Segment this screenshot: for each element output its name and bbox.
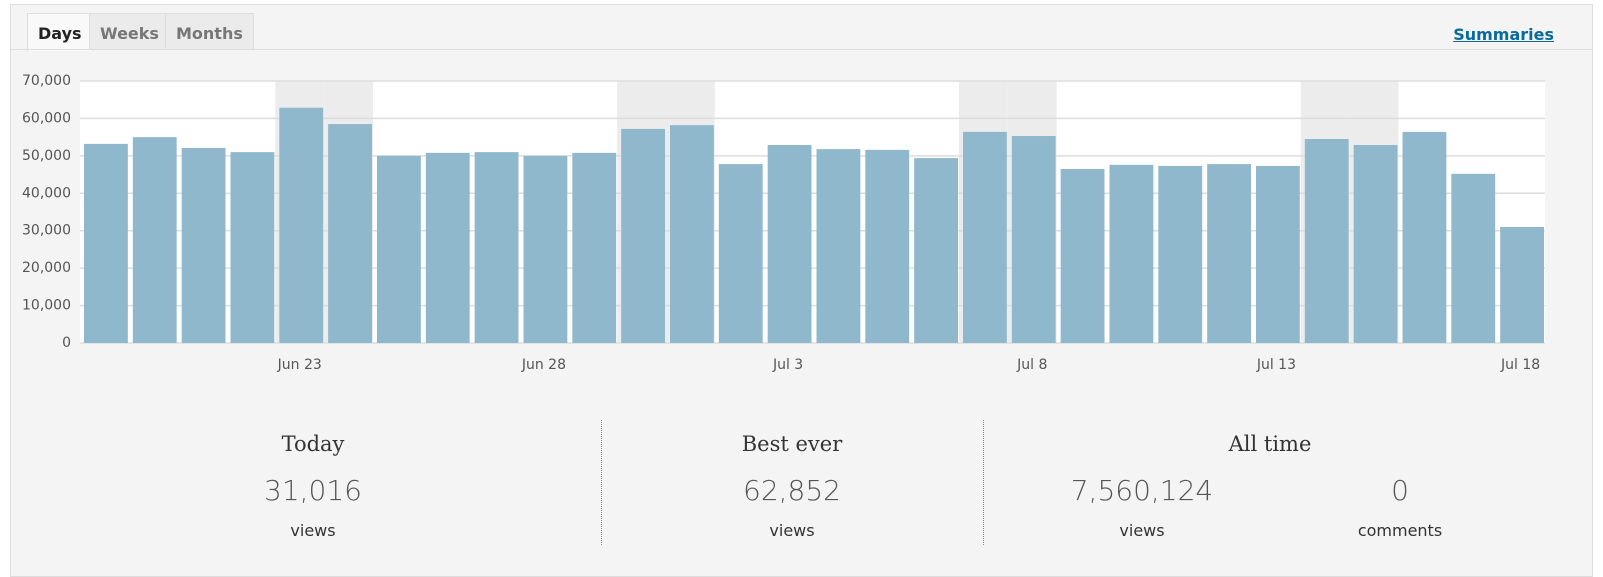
bar bbox=[621, 128, 665, 343]
x-tick-label: Jul 3 bbox=[772, 357, 803, 373]
bar bbox=[523, 155, 568, 343]
bar bbox=[914, 158, 958, 343]
x-tick-label: Jul 8 bbox=[1016, 357, 1047, 373]
bar bbox=[474, 152, 519, 343]
bar bbox=[1353, 145, 1398, 343]
stat-title: Today bbox=[281, 432, 345, 456]
chart: 0 10,000 20,000 30,000 40,000 50,000 60,000 70,… bbox=[22, 73, 1545, 373]
bar bbox=[670, 125, 714, 343]
bar bbox=[425, 152, 470, 343]
bar bbox=[963, 131, 1007, 343]
bar bbox=[279, 107, 324, 344]
y-tick-label: 10,000 bbox=[22, 298, 71, 314]
y-tick-label: 60,000 bbox=[22, 110, 71, 126]
bar bbox=[1500, 226, 1544, 343]
stat-unit: views bbox=[769, 521, 815, 540]
stat-value: 0 bbox=[1391, 474, 1409, 507]
stat-unit: comments bbox=[1357, 521, 1443, 540]
y-tick-label: 50,000 bbox=[22, 148, 71, 164]
separator bbox=[601, 420, 602, 545]
y-tick-label: 0 bbox=[62, 335, 71, 351]
x-tick-label: Jul 13 bbox=[1256, 357, 1296, 373]
bar bbox=[328, 124, 372, 344]
y-tick-label: 30,000 bbox=[22, 223, 71, 239]
x-tick-label: Jun 23 bbox=[277, 357, 322, 373]
bar bbox=[230, 152, 275, 343]
separator bbox=[983, 420, 984, 545]
bar bbox=[1011, 136, 1056, 343]
stat-title: All time bbox=[1228, 432, 1312, 456]
stat-value: 62,852 bbox=[743, 474, 841, 507]
y-tick-label: 70,000 bbox=[22, 73, 71, 89]
x-tick-label: Jun 28 bbox=[521, 357, 566, 373]
bar bbox=[767, 145, 812, 343]
stat-unit: views bbox=[1119, 521, 1165, 540]
bar bbox=[132, 137, 177, 343]
y-tick-label: 20,000 bbox=[22, 260, 71, 276]
bar bbox=[1158, 165, 1203, 343]
bar bbox=[1207, 164, 1251, 343]
y-tick-label: 40,000 bbox=[22, 185, 71, 201]
bar bbox=[1109, 164, 1154, 343]
bar bbox=[1402, 131, 1447, 343]
stat-value: 31,016 bbox=[264, 474, 362, 507]
bar bbox=[1060, 168, 1105, 343]
bar bbox=[718, 164, 763, 343]
bar bbox=[84, 143, 128, 343]
summaries-link[interactable]: Summaries bbox=[1453, 25, 1554, 44]
bar bbox=[816, 149, 861, 343]
bar bbox=[1256, 165, 1300, 343]
tab[interactable]: Months bbox=[165, 13, 254, 49]
bar bbox=[1304, 139, 1349, 343]
bar bbox=[572, 152, 617, 343]
tab[interactable]: Days bbox=[27, 13, 93, 51]
bar bbox=[377, 155, 421, 343]
tab-line bbox=[11, 49, 1592, 50]
bar bbox=[181, 147, 226, 343]
bar bbox=[1451, 173, 1496, 343]
x-tick-label: Jul 18 bbox=[1500, 357, 1540, 373]
stat-title: Best ever bbox=[741, 432, 843, 456]
stat-unit: views bbox=[290, 521, 336, 540]
stat-value: 7,560,124 bbox=[1070, 474, 1214, 507]
bar bbox=[865, 149, 910, 343]
